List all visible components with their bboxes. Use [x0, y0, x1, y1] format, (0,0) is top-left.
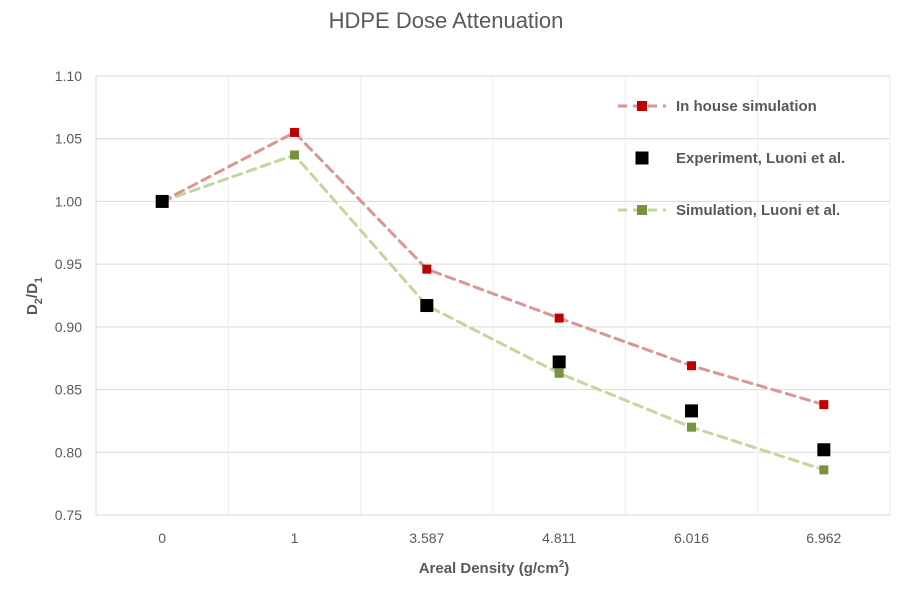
y-tick-label: 0.85: [55, 382, 82, 398]
series-line: [160, 153, 826, 472]
x-tick-label: 3.587: [409, 530, 444, 546]
series-layer: [155, 127, 831, 475]
data-point: [290, 127, 299, 137]
data-point: [819, 400, 829, 410]
x-tick-label: 6.962: [806, 530, 841, 546]
x-tick-label: 4.811: [542, 530, 576, 546]
legend-item: Simulation, Luoni et al.: [618, 202, 840, 219]
x-tick-label: 0: [158, 530, 166, 546]
legend-marker: [637, 101, 647, 111]
series-line: [160, 130, 826, 407]
legend-marker: [635, 151, 649, 165]
legend: In house simulation Experiment, Luoni et …: [618, 98, 845, 219]
legend-item: Experiment, Luoni et al.: [635, 150, 845, 167]
data-point: [422, 264, 432, 274]
y-tick-label: 0.80: [55, 444, 82, 460]
data-point: [290, 150, 299, 160]
data-point: [819, 465, 829, 475]
y-tick-label: 1.05: [55, 131, 82, 147]
grid: [95, 75, 891, 516]
data-point: [552, 355, 566, 369]
legend-item: In house simulation: [618, 98, 817, 115]
y-tick-label: 1.00: [55, 193, 82, 209]
data-point: [554, 313, 564, 323]
legend-label: Simulation, Luoni et al.: [676, 202, 840, 219]
x-axis-title: Areal Density (g/cm2): [419, 559, 570, 577]
data-point: [554, 368, 564, 378]
x-tick-label: 6.016: [674, 530, 709, 546]
data-point: [685, 404, 698, 418]
legend-label: Experiment, Luoni et al.: [676, 150, 845, 167]
data-point: [687, 422, 696, 432]
x-axis-tick-labels: 0 1 3.587 4.811 6.016 6.962: [158, 530, 841, 546]
y-tick-label: 0.90: [55, 319, 82, 335]
y-axis-title: D2/D1: [24, 277, 45, 315]
y-tick-label: 1.10: [55, 68, 82, 84]
data-point: [817, 443, 831, 457]
x-tick-label: 1: [291, 530, 299, 546]
chart-title: HDPE Dose Attenuation: [329, 8, 564, 33]
y-tick-label: 0.75: [55, 507, 82, 523]
legend-marker: [637, 205, 647, 215]
data-point: [420, 299, 434, 313]
y-tick-label: 0.95: [55, 256, 82, 272]
series-2: [155, 194, 831, 457]
data-point: [687, 361, 696, 371]
data-point: [155, 194, 169, 208]
y-axis-tick-labels: 0.75 0.80 0.85 0.90 0.95 1.00 1.05 1.10: [55, 68, 82, 523]
legend-label: In house simulation: [676, 98, 817, 115]
